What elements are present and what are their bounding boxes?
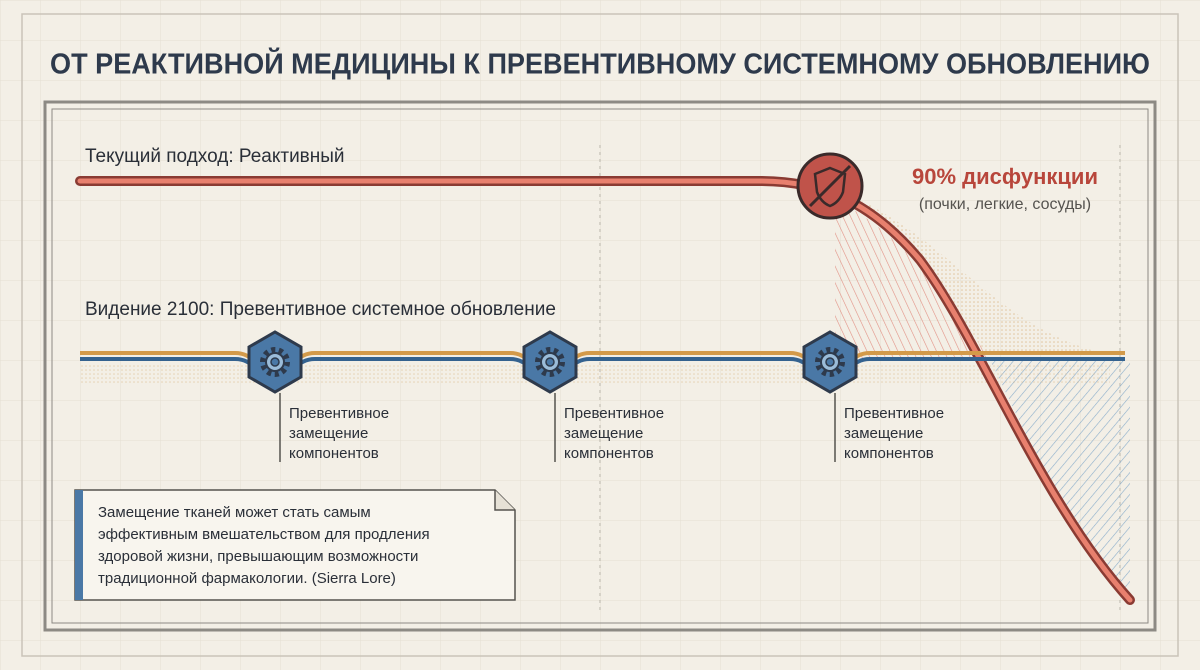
gear: [535, 347, 565, 377]
milestone-label: замещение: [564, 425, 643, 442]
quote: Замещение тканей может стать самым эффект…: [98, 504, 430, 587]
outer-frame: [21, 13, 1179, 657]
quote-line: здоровой жизни, превышающим возможности: [98, 548, 418, 565]
gear: [815, 347, 845, 377]
milestone-label: замещение: [844, 425, 923, 442]
stop-icon: [796, 152, 864, 220]
gear: [545, 357, 555, 367]
decline-area: [835, 200, 990, 360]
shade: [860, 200, 1110, 360]
vision-label: Видение 2100: Превентивное системное обн…: [85, 299, 556, 320]
gear: [270, 357, 280, 367]
milestone-label: Превентивное: [844, 405, 944, 422]
current-label: Текущий подход: Реактивный: [85, 146, 345, 167]
shade: [80, 365, 1110, 385]
title: ОТ РЕАКТИВНОЙ МЕДИЦИНЫ К ПРЕВЕНТИВНОМУ С…: [50, 47, 1150, 81]
panel-frame: [43, 100, 1157, 632]
milestone-label: Превентивное: [564, 405, 664, 422]
callout: 90% дисфункции: [912, 164, 1098, 189]
quote-line: традиционной фармакологии. (Sierra Lore): [98, 570, 396, 587]
milestones: Превентивное замещение компонентов Превенти…: [247, 330, 944, 462]
milestone-label: замещение: [289, 425, 368, 442]
quote-line: эффективным вмешательством для продления: [98, 526, 430, 543]
milestone-label: компонентов: [564, 445, 654, 462]
quote-line: Замещение тканей может стать самым: [98, 504, 371, 521]
milestone-label: Превентивное: [289, 405, 389, 422]
quote-box: [74, 489, 516, 601]
callout-note: (почки, легкие, сосуды): [919, 196, 1091, 213]
gear: [260, 347, 290, 377]
decline-area: [990, 360, 1130, 600]
gear: [825, 357, 835, 367]
panel-frame-inner: [51, 108, 1149, 624]
milestone-label: компонентов: [844, 445, 934, 462]
milestone-label: компонентов: [289, 445, 379, 462]
